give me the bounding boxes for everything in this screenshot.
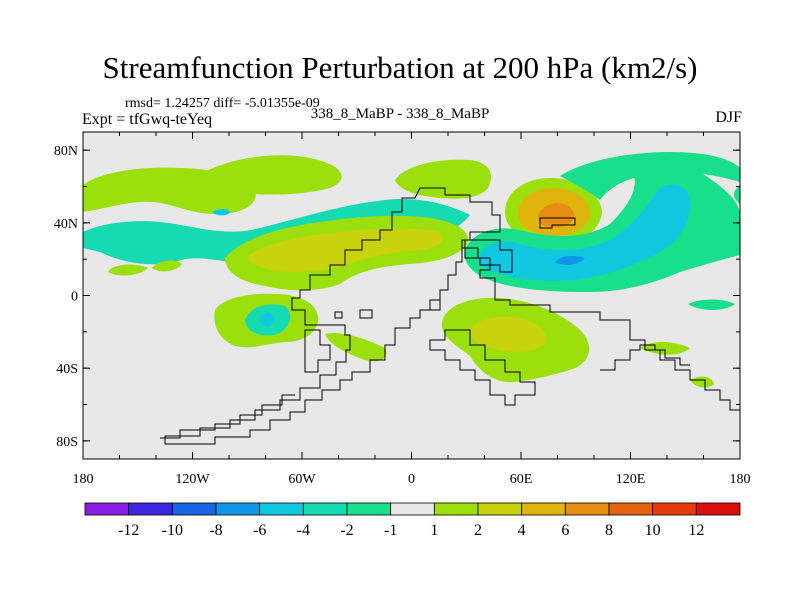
coastline-asia-north	[539, 217, 576, 229]
colorbar-swatch	[302, 502, 348, 516]
coastline-south-america-east	[304, 329, 331, 373]
field-trough-north-america-2	[190, 155, 342, 195]
colorbar-swatch	[259, 502, 304, 516]
colorbar-swatch	[652, 502, 697, 516]
x-tick-label: 120E	[616, 472, 646, 487]
colorbar: -12 -10 -8 -6 -4 -2 -1 1 2 4 6 8 10 12	[84, 502, 741, 539]
colorbar-label: 6	[561, 522, 569, 539]
colorbar-label: -2	[340, 522, 353, 539]
x-axis: 180 120W 60W 0 60E 120E 180	[73, 132, 751, 487]
colorbar-label: -6	[253, 522, 266, 539]
colorbar-swatch	[564, 502, 610, 516]
field-low-pacific-core	[555, 255, 585, 265]
coastline-islands-2	[334, 311, 343, 319]
field-high-central-asia-core	[537, 203, 575, 228]
colorbar-swatch	[84, 502, 130, 516]
field-low-pacific	[478, 184, 691, 281]
coastline-south-pole-ridge	[160, 394, 295, 439]
colorbar-label: -8	[209, 522, 222, 539]
y-tick-label: 80N	[54, 144, 78, 159]
colorbar-swatch	[171, 502, 217, 516]
field-arctic-ring	[560, 152, 740, 200]
x-tick-label: 60E	[510, 472, 533, 487]
colorbar-swatch	[608, 502, 654, 516]
x-tick-label: 0	[408, 472, 415, 487]
experiment-label: Expt = tfGwq-teYeq	[82, 111, 213, 128]
colorbar-swatch	[215, 502, 261, 516]
colorbar-swatch	[128, 502, 173, 516]
coastline-islands-1	[429, 299, 441, 311]
x-tick-label: 180	[730, 472, 751, 487]
colorbar-swatch	[346, 502, 392, 516]
colorbar-swatch	[477, 502, 523, 516]
colorbar-swatch	[433, 502, 479, 516]
difference-label: 338_8_MaBP - 338_8_MaBP	[310, 106, 490, 122]
coastline-southern-africa	[429, 329, 536, 406]
colorbar-label: -10	[162, 522, 183, 539]
colorbar-label: 8	[605, 522, 613, 539]
x-tick-label: 120W	[175, 472, 210, 487]
field-high-southern-africa	[469, 316, 547, 352]
y-tick-label: 40S	[56, 362, 78, 377]
field-south-atlantic-east	[325, 332, 387, 362]
stats-text: rmsd= 1.24257 diff= -5.01355e-09	[125, 96, 320, 111]
coastline-americas	[164, 187, 501, 445]
colorbar-label: 2	[474, 522, 482, 539]
chart-title: Streamfunction Perturbation at 200 hPa (…	[102, 50, 698, 85]
x-tick-label: 180	[73, 472, 94, 487]
y-tick-label: 0	[71, 290, 78, 305]
colorbar-swatch	[521, 502, 566, 516]
colorbar-swatch	[390, 502, 435, 516]
coastlines	[160, 187, 740, 445]
colorbar-label: -4	[297, 522, 310, 539]
season-label: DJF	[715, 109, 742, 126]
colorbar-label: -12	[118, 522, 139, 539]
x-tick-label: 60W	[288, 472, 316, 487]
field-low-south-atlantic-core	[260, 312, 274, 327]
coastline-north-america	[464, 239, 513, 273]
colorbar-label: 4	[518, 522, 526, 539]
y-tick-label: 40N	[54, 217, 78, 232]
colorbar-label: 10	[645, 522, 661, 539]
coastline-asia	[462, 247, 740, 411]
coastline-antarctic-1	[600, 344, 690, 371]
field-arctic-ring-2	[734, 186, 740, 204]
y-tick-label: 80S	[56, 435, 78, 450]
y-axis: 80N 40N 0 40S 80S	[54, 144, 740, 450]
field-east-pacific-3	[690, 376, 714, 388]
field-band-40N-west-core	[212, 209, 230, 216]
field-south-pacific-west-2	[152, 260, 182, 272]
coastline-mid-atlantic	[359, 309, 373, 319]
field-east-pacific-1	[688, 299, 735, 310]
contour-fill-layer	[83, 152, 740, 388]
colorbar-label: 1	[430, 522, 438, 539]
colorbar-swatch	[695, 502, 741, 516]
field-south-pacific-west	[108, 264, 148, 276]
colorbar-label: -1	[384, 522, 397, 539]
colorbar-label: 12	[688, 522, 704, 539]
